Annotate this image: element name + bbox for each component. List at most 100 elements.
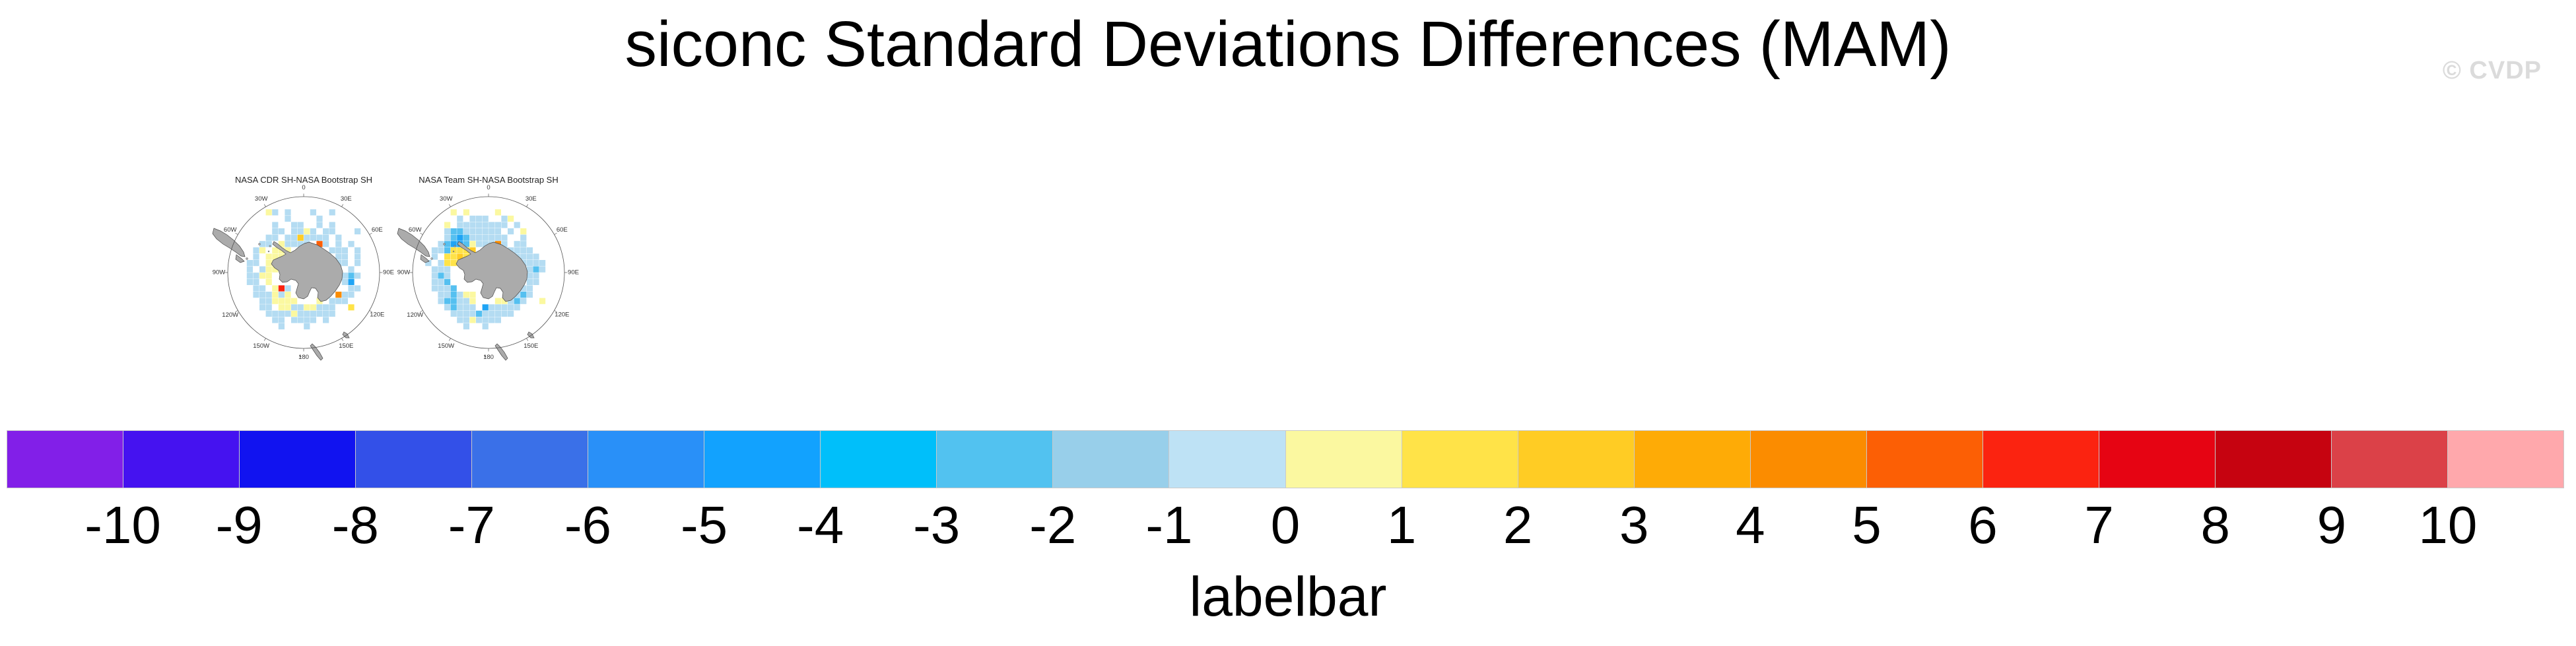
map-grid-cell: [514, 222, 520, 228]
map-grid-cell: [329, 247, 335, 253]
map-grid-cell: [533, 253, 539, 260]
map-grid-cell: [431, 247, 438, 253]
map-grid-cell: [457, 234, 463, 241]
map-grid-cell: [272, 285, 279, 292]
map-grid-cell: [348, 292, 355, 298]
map-grid-cell: [489, 317, 495, 323]
land-masses: [397, 228, 535, 361]
map-grid-cell: [526, 266, 533, 273]
map-grid-cell: [444, 273, 451, 279]
colorbar-tick-label: -4: [797, 496, 844, 554]
colorbar-cell: [1517, 431, 1634, 488]
map-grid-cell: [438, 278, 444, 285]
map-grid-cell: [253, 260, 259, 267]
map-grid-cell: [457, 222, 463, 228]
map-grid-cell: [272, 234, 279, 241]
map-grid-cell: [476, 310, 483, 317]
colorbar-tick-label: 10: [2418, 496, 2478, 554]
map-grid-cell: [272, 228, 279, 235]
map-grid-cell: [272, 310, 279, 317]
longitude-labels: 0 30E 60E 90E 120E 150E 180 150W 120W 90W 60W 30W: [213, 184, 394, 361]
colorbar-cell: [123, 431, 240, 488]
colorbar-cell: [2330, 431, 2447, 488]
map-grid-cell: [253, 278, 259, 285]
map-grid-cell: [253, 292, 259, 298]
map-grid-cell: [494, 228, 501, 235]
colorbar-tick-label: 8: [2200, 496, 2230, 554]
map-grid-cell: [501, 215, 508, 222]
meridian-ticks: [409, 193, 568, 352]
map-panel-nasa-team: 0 30E 60E 90E 120E 150E 180 150W 120W 90W 60W 30W NA…: [397, 175, 579, 361]
longitude-label: 60W: [224, 226, 237, 234]
map-grid-cell: [489, 228, 495, 235]
map-grid-cell: [265, 273, 272, 279]
map-grid-cell: [316, 215, 323, 222]
map-grid-cell: [265, 292, 272, 298]
longitude-label: 150W: [438, 342, 454, 350]
map-grid-cell: [272, 247, 279, 253]
map-grid-cell: [341, 298, 348, 304]
map-grid-cell: [259, 273, 266, 279]
map-grid-cell: [508, 298, 514, 304]
map-grid-cell: [265, 310, 272, 317]
colorbar-cell: [2447, 431, 2564, 488]
map-grid-cell: [457, 310, 463, 317]
map-grid-cell: [431, 285, 438, 292]
map-grid-cell: [335, 292, 342, 298]
map-grid-cell: [297, 317, 304, 323]
map-grid-cell: [253, 273, 259, 279]
longitude-label: 60W: [409, 226, 422, 234]
map-grid-cell: [494, 298, 501, 304]
colorbar-tick-label: -3: [913, 496, 961, 554]
map-grid-cell: [285, 215, 291, 222]
map-grid-cell: [310, 234, 316, 241]
map-grid-cell: [438, 241, 444, 247]
map-grid-cell: [259, 292, 266, 298]
colorbar-cell: [1285, 431, 1402, 488]
map-grid-cell: [285, 285, 291, 292]
map-grid-cell: [348, 285, 355, 292]
colorbar-tick-label: -9: [215, 496, 263, 554]
map-grid-cell: [335, 234, 342, 241]
colorbar-cell: [355, 431, 472, 488]
map-grid-cell: [526, 253, 533, 260]
map-grid-cell: [444, 234, 451, 241]
longitude-label: 0: [302, 184, 305, 191]
map-grid-cell: [526, 292, 533, 298]
map-grid-cell: [316, 241, 323, 247]
map-grid-cell: [265, 253, 272, 260]
colorbar-ticks: -10 -9 -8 -7 -6 -5 -4 -3 -2 -1 0 1 2 3 4 5 6 7 8 9 10: [7, 495, 2564, 561]
map-grid-cell: [482, 317, 489, 323]
map-grid-cell: [457, 228, 463, 235]
map-grid-cell: [291, 310, 298, 317]
map-grid-cell: [469, 304, 476, 311]
colorbar-title: labelbar: [1189, 565, 1387, 628]
map-grid-cell: [297, 304, 304, 311]
map-grid-cell: [463, 298, 469, 304]
colorbar-cell: [936, 431, 1053, 488]
map-grid-cell: [355, 260, 361, 267]
map-grid-cell: [463, 228, 469, 235]
longitude-label: 180: [298, 354, 309, 361]
map-grid-cell: [259, 304, 266, 311]
map-grid-cell: [463, 304, 469, 311]
map-grid-cell: [431, 253, 438, 260]
colorbar-tick-label: 4: [1736, 496, 1765, 554]
longitude-label: 30E: [341, 195, 352, 203]
map-grid-cell: [508, 215, 514, 222]
map-grid-cell: [265, 234, 272, 241]
longitude-label: 90W: [213, 269, 226, 276]
longitude-label: 150W: [253, 342, 269, 350]
map-grid-cell: [463, 310, 469, 317]
map-grid-cell: [329, 228, 335, 235]
colorbar-tick-label: -5: [680, 496, 728, 554]
map-grid-cell: [278, 292, 285, 298]
map-grid-cell: [514, 304, 520, 311]
map-grid-cell: [494, 317, 501, 323]
longitude-labels: 0 30E 60E 90E 120E 150E 180 150W 120W 90W 60W 30W: [397, 184, 579, 361]
map-grid-cell: [469, 215, 476, 222]
data-cells: [425, 209, 546, 330]
longitude-label: 90E: [568, 269, 579, 276]
colorbar-cell: [7, 431, 123, 488]
longitude-label: 180: [483, 354, 494, 361]
